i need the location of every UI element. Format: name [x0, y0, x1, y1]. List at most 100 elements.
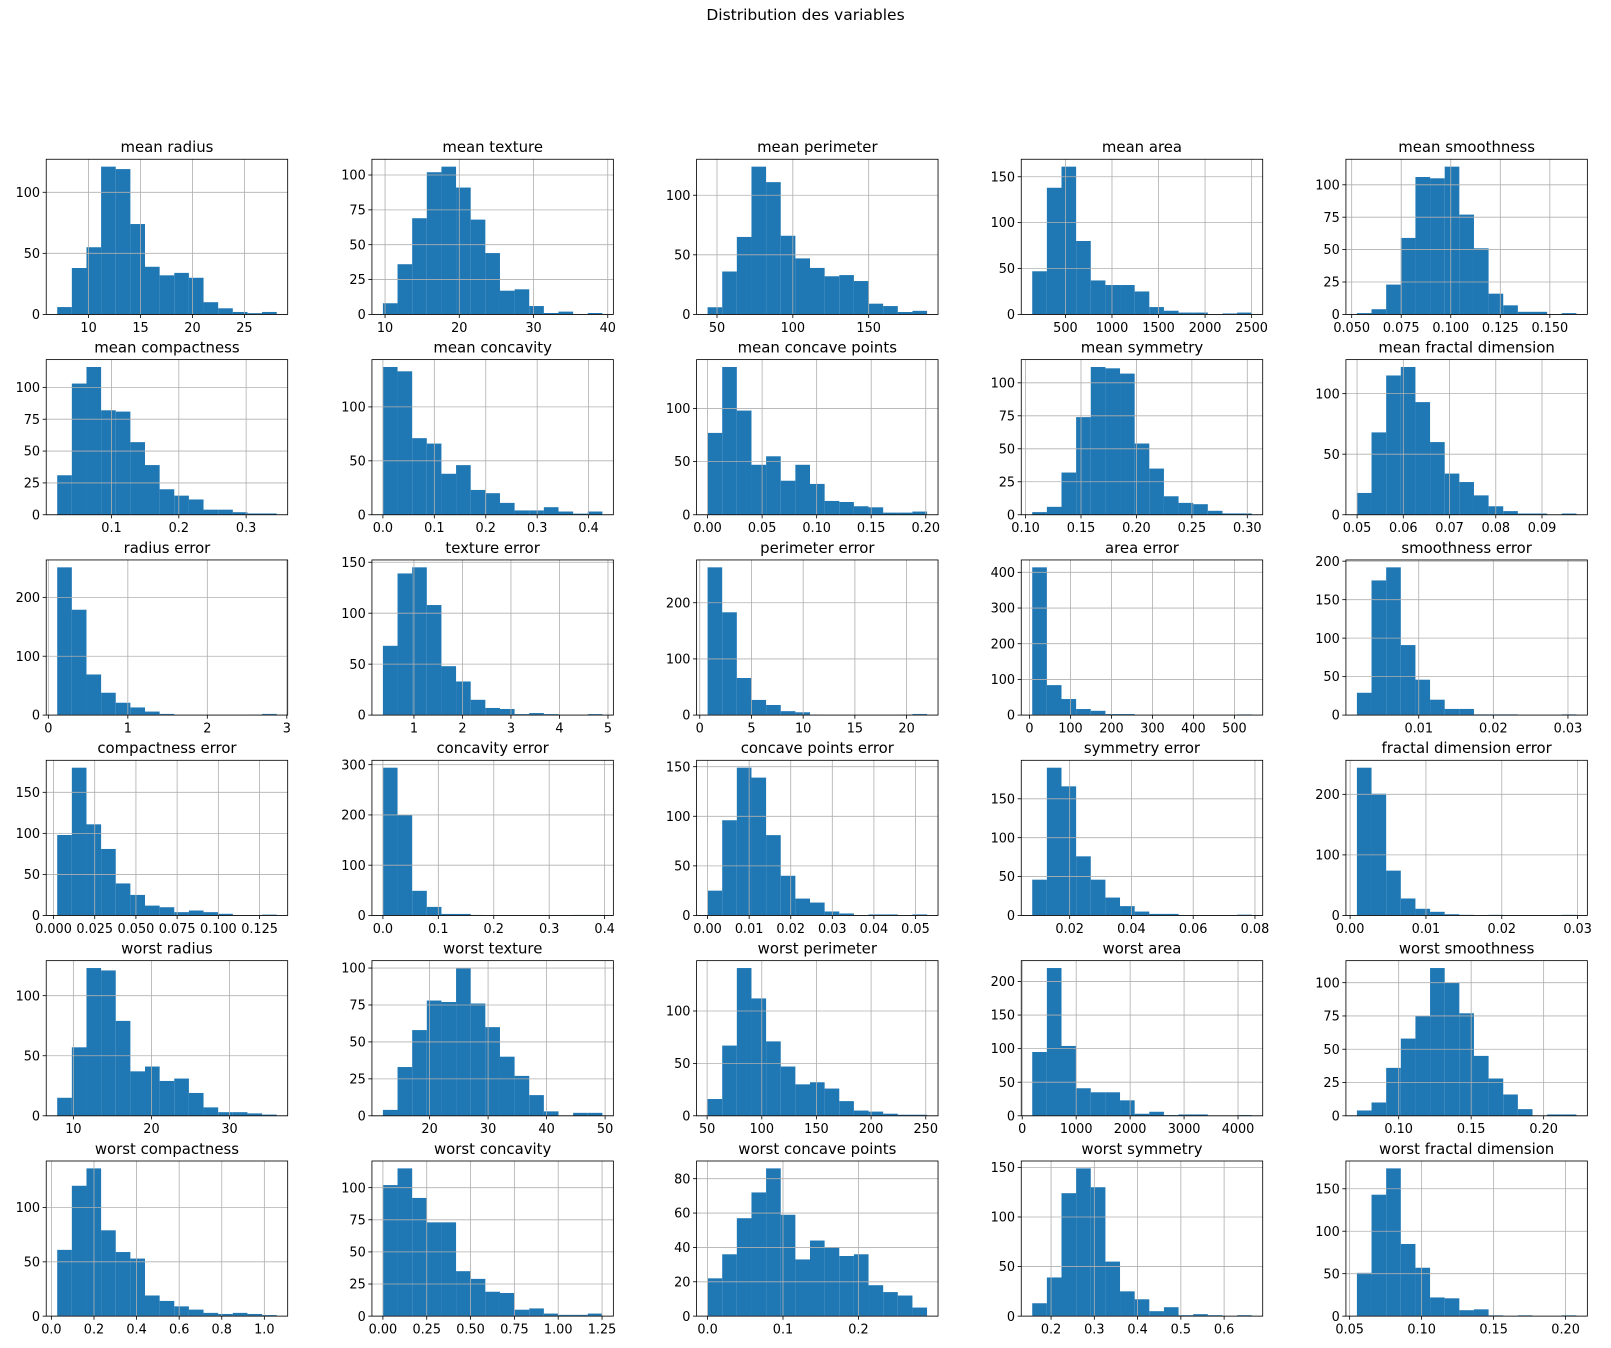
histogram-bar	[174, 495, 189, 515]
histogram-bar	[1386, 1067, 1401, 1116]
histogram-bar	[1356, 692, 1372, 716]
y-tick-label: 100	[1315, 1225, 1340, 1240]
y-tick-label: 75	[999, 409, 1015, 424]
y-tick-label: 0	[1332, 1310, 1340, 1325]
histogram-bar	[1517, 1315, 1533, 1317]
x-tick-label: 0.15	[1457, 1122, 1486, 1137]
histogram-bar	[587, 1313, 603, 1317]
histogram-bar	[707, 1099, 723, 1116]
y-tick-label: 150	[991, 1161, 1016, 1176]
y-tick-label: 100	[991, 216, 1016, 231]
histogram-bar	[232, 512, 248, 515]
x-tick-label: 0.01	[1404, 722, 1433, 737]
histogram-bar	[707, 890, 723, 916]
x-tick-label: 0.05	[1335, 1323, 1364, 1338]
y-tick-label: 25	[349, 1278, 365, 1293]
histogram-bar	[456, 913, 471, 916]
axes-frame	[696, 759, 939, 916]
histogram-bar	[1032, 1051, 1047, 1116]
histogram-bar	[412, 1197, 427, 1317]
subplot-title: smoothness error	[1401, 539, 1532, 557]
subplot-title: concavity error	[436, 739, 549, 757]
subplot-worst-concavity: 0.00 0.25 0.50 0.75 1.00 1.25 0 25 50 75 100 worst …	[341, 1140, 616, 1338]
y-tick-label: 0	[1007, 1109, 1015, 1124]
histogram-bar	[1061, 699, 1077, 716]
x-tick-label: 0.3	[1084, 1323, 1104, 1338]
x-tick-label: 20	[451, 321, 467, 336]
x-tick-label: 0.10	[1011, 521, 1040, 536]
histogram-bar	[159, 1080, 175, 1116]
histogram-bar	[1061, 472, 1077, 515]
histogram-bar	[101, 970, 116, 1116]
histogram-bar	[101, 692, 116, 716]
histogram-bar	[573, 513, 588, 515]
histogram-bar	[71, 267, 87, 315]
y-tick-label: 50	[1323, 670, 1339, 685]
y-tick-label: 150	[1315, 593, 1340, 608]
x-tick-label: 50	[699, 1122, 715, 1137]
y-tick-label: 100	[1315, 976, 1340, 991]
histogram-bar	[722, 366, 737, 515]
axes-frame	[1345, 960, 1588, 1117]
x-tick-label: 0.100	[200, 922, 237, 937]
y-tick-label: 0	[1332, 1109, 1340, 1124]
histogram-bar	[441, 666, 457, 716]
x-tick-label: 0.2	[476, 521, 496, 536]
y-tick-label: 100	[341, 169, 366, 184]
x-tick-label: 0.02	[1055, 922, 1084, 937]
x-tick-label: 300	[1140, 722, 1165, 737]
y-tick-label: 60	[674, 1207, 690, 1222]
histogram-bar	[130, 224, 146, 315]
histogram-bar	[736, 678, 752, 716]
y-tick-label: 100	[666, 653, 691, 668]
histogram-bar	[1061, 1193, 1077, 1317]
x-tick-label: 0.04	[1117, 922, 1146, 937]
histogram-bar	[1090, 280, 1106, 315]
y-tick-label: 200	[341, 809, 366, 824]
histogram-bar	[426, 1222, 442, 1317]
histogram-bar	[499, 290, 515, 315]
histogram-bar	[218, 308, 233, 315]
histogram-bar	[1105, 1092, 1121, 1116]
histogram-bar	[1444, 708, 1460, 716]
histogram-bar	[1517, 311, 1533, 315]
histogram-bar	[426, 605, 442, 716]
y-tick-label: 0	[32, 1109, 40, 1124]
histogram-bar	[1444, 914, 1460, 916]
y-tick-label: 75	[349, 999, 365, 1014]
subplot-title: mean smoothness	[1398, 138, 1535, 156]
histogram-bar	[115, 411, 131, 515]
histogram-bar	[766, 704, 781, 716]
histogram-bar	[1090, 1187, 1106, 1317]
histogram-bar	[203, 509, 219, 515]
y-tick-label: 50	[674, 859, 690, 874]
histogram-bar	[397, 573, 413, 716]
histogram-bar	[1105, 714, 1121, 716]
histogram-bar	[722, 271, 737, 315]
histogram-bar	[736, 1218, 752, 1317]
x-tick-label: 0.06	[1179, 922, 1208, 937]
x-tick-label: 0.1	[101, 521, 121, 536]
x-tick-label: 0.0	[697, 1323, 717, 1338]
x-tick-label: 0.050	[1333, 321, 1370, 336]
y-tick-label: 100	[991, 673, 1016, 688]
histogram-bar	[1488, 293, 1504, 315]
histogram-bar	[1459, 708, 1474, 716]
axes-frame	[1020, 1160, 1264, 1317]
x-tick-label: 1000	[1060, 1122, 1093, 1137]
histogram-bar	[86, 366, 102, 515]
histogram-bar	[1134, 1299, 1150, 1317]
x-tick-label: 10	[65, 1122, 81, 1137]
histogram-bar	[780, 711, 796, 716]
x-tick-label: 2	[458, 722, 466, 737]
histogram-bar	[736, 236, 752, 315]
histogram-bar	[529, 510, 544, 515]
histogram-bar	[57, 835, 72, 916]
x-tick-label: 0.4	[578, 521, 598, 536]
histogram-bar	[470, 699, 486, 716]
subplot-area-error: 0 100 200 300 400 500 0 100 200 300 400 area error	[991, 539, 1264, 737]
axes-frame	[371, 559, 614, 716]
axes-frame	[371, 158, 614, 315]
x-tick-label: 15	[847, 722, 863, 737]
